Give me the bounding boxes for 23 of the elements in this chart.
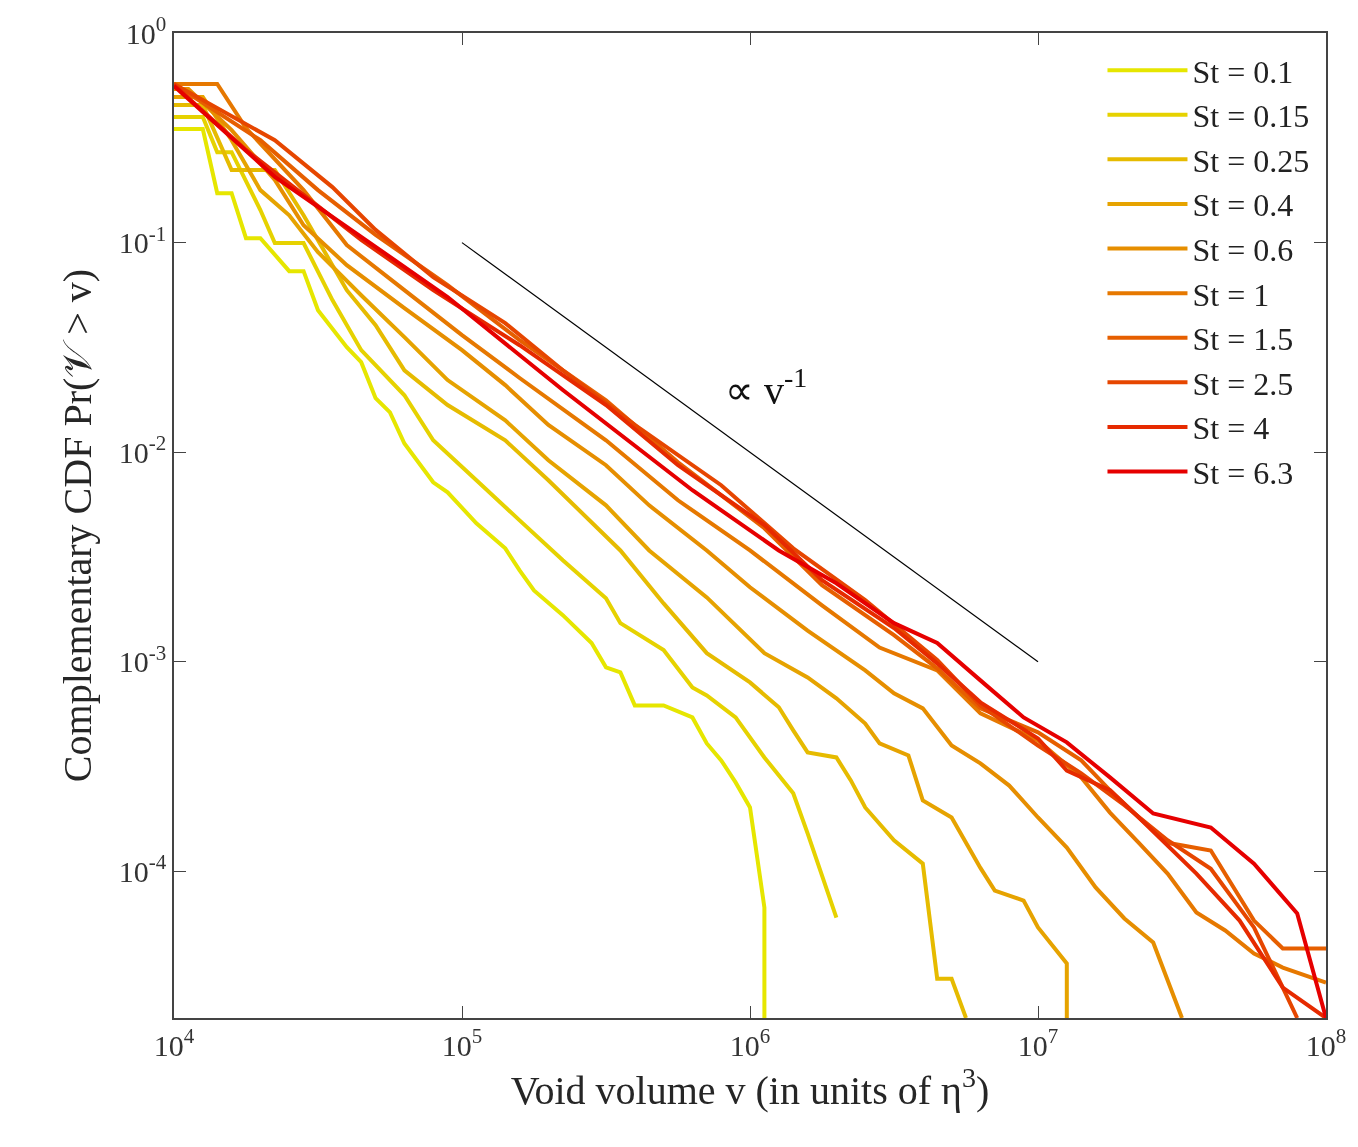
legend-label: St = 4 bbox=[1192, 410, 1270, 447]
legend-label: St = 6.3 bbox=[1192, 455, 1294, 492]
legend-label: St = 0.6 bbox=[1192, 232, 1294, 269]
x-tick-label: 10$^{8}$ bbox=[1305, 1024, 1347, 1062]
x-tick-label: 10$^{6}$ bbox=[729, 1024, 771, 1062]
y-tick-label: 10$^{-2}$ bbox=[118, 431, 167, 469]
x-tick-label: 10$^{5}$ bbox=[441, 1024, 483, 1062]
legend-label: St = 1.5 bbox=[1192, 321, 1294, 358]
x-tick-label: 10$^{4}$ bbox=[153, 1024, 195, 1062]
annotation: ∝ v$^{-1}$ bbox=[725, 362, 808, 413]
y-axis-title: Complementary CDF Pr(𝒱 > v) bbox=[54, 268, 100, 783]
x-tick-label: 10$^{7}$ bbox=[1017, 1024, 1059, 1062]
y-tick-label: 10$^{-1}$ bbox=[118, 221, 167, 260]
legend-label: St = 1 bbox=[1192, 276, 1270, 313]
y-tick-label: 10$^{0}$ bbox=[125, 11, 167, 50]
y-tick-label: 10$^{-3}$ bbox=[118, 640, 167, 679]
x-axis-title: Void volume v (in units of η$^{3}$) bbox=[510, 1061, 990, 1113]
legend-label: St = 0.4 bbox=[1192, 187, 1294, 224]
legend-label: St = 0.15 bbox=[1192, 98, 1310, 135]
legend-label: St = 2.5 bbox=[1192, 365, 1294, 402]
legend-label: St = 0.1 bbox=[1192, 53, 1294, 90]
legend-label: St = 0.25 bbox=[1192, 142, 1310, 179]
y-tick-label: 10$^{-4}$ bbox=[118, 850, 167, 888]
